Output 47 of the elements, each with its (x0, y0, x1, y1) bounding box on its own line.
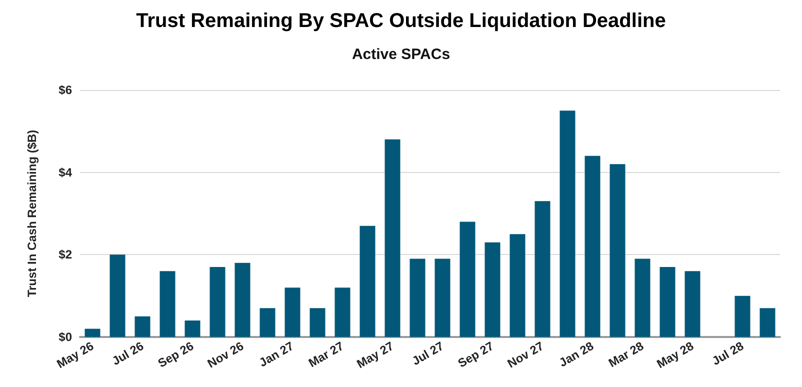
bar (534, 201, 550, 337)
y-tick-label: $6 (58, 83, 72, 97)
bar (260, 308, 276, 337)
bar (560, 110, 576, 337)
bar (84, 328, 100, 337)
bar (434, 258, 450, 337)
x-tick-label: Mar 28 (606, 338, 646, 370)
bar (484, 242, 500, 337)
bar (384, 139, 400, 337)
bar (210, 267, 226, 337)
bar (610, 164, 626, 337)
x-tick-label: Sep 26 (156, 338, 196, 370)
bar (234, 262, 250, 337)
x-tick-label: Sep 27 (456, 338, 496, 370)
bar (460, 222, 476, 337)
x-tick-label: Jan 28 (556, 338, 596, 370)
x-tick-label: Jul 26 (110, 338, 146, 368)
x-tick-label: Jan 27 (256, 338, 296, 370)
bar (634, 258, 650, 337)
x-tick-label: May 28 (654, 338, 696, 372)
x-tick-label: Jul 28 (710, 338, 746, 368)
bar (584, 156, 600, 337)
bar (184, 320, 200, 337)
y-tick-label: $4 (58, 165, 72, 180)
bar (160, 271, 176, 337)
x-tick-label: Nov 27 (504, 338, 546, 371)
bar (760, 308, 776, 337)
x-tick-label: Nov 26 (204, 338, 246, 371)
bar (110, 254, 126, 337)
y-tick-label: $2 (58, 248, 72, 262)
y-axis-title: Trust In Cash Remaining ($B) (25, 130, 39, 298)
bar (334, 288, 350, 337)
bar (360, 226, 376, 337)
bar (684, 271, 700, 337)
bar (734, 296, 750, 337)
x-tick-label: May 27 (354, 338, 396, 372)
x-tick-label: Jul 27 (410, 338, 446, 368)
chart-title: Trust Remaining By SPAC Outside Liquidation Deadline (136, 10, 666, 32)
x-tick-label: Mar 27 (306, 338, 346, 370)
bar (510, 234, 526, 337)
bar (310, 308, 326, 337)
bar (134, 316, 150, 337)
y-tick-label: $0 (58, 330, 72, 344)
bar (410, 258, 426, 337)
bar (284, 288, 300, 337)
chart-subtitle: Active SPACs (352, 46, 450, 63)
bar (660, 267, 676, 337)
